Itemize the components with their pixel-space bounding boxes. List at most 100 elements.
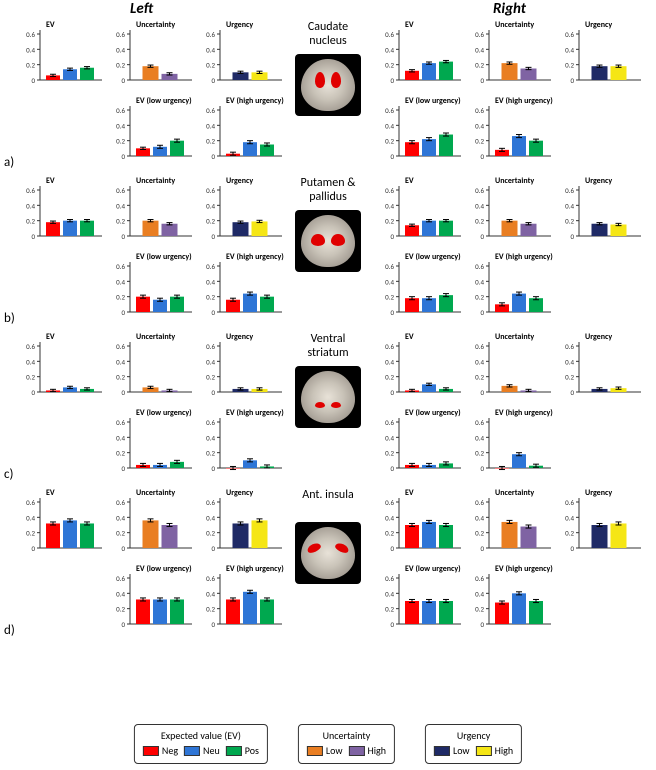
svg-text:0: 0: [480, 76, 484, 85]
svg-text:0.6: 0.6: [206, 186, 215, 195]
svg-text:0.6: 0.6: [26, 498, 35, 507]
svg-text:0: 0: [390, 388, 394, 397]
svg-text:0: 0: [121, 464, 125, 473]
legend-item: Low: [434, 744, 470, 757]
region-label: c): [4, 467, 13, 482]
svg-text:0: 0: [390, 464, 394, 473]
svg-text:0.2: 0.2: [206, 449, 215, 458]
svg-text:0.6: 0.6: [385, 30, 394, 39]
legend-item: High: [476, 744, 514, 757]
chart-panel: Uncertainty 00.20.40.6: [108, 330, 198, 406]
svg-text:0: 0: [570, 232, 574, 241]
svg-text:0.6: 0.6: [475, 30, 484, 39]
chart-panel: Urgency 00.20.40.6: [198, 330, 288, 406]
right-panels: EV 00.20.40.6 Uncertainty 00.20.40.6 Urg…: [377, 174, 652, 250]
svg-text:0: 0: [480, 620, 484, 629]
legend-urg: Urgency Low High: [425, 724, 522, 764]
svg-text:0.4: 0.4: [475, 121, 484, 130]
chart-panel: EV 00.20.40.6: [18, 330, 108, 406]
svg-text:0.2: 0.2: [475, 449, 484, 458]
svg-text:0.6: 0.6: [385, 262, 394, 271]
svg-text:0.2: 0.2: [116, 137, 125, 146]
svg-text:0.2: 0.2: [206, 373, 215, 382]
svg-text:0: 0: [121, 232, 125, 241]
svg-text:0.2: 0.2: [116, 373, 125, 382]
chart-panel: EV (low urgency) 00.20.40.6: [108, 94, 198, 170]
svg-text:0.6: 0.6: [116, 262, 125, 271]
region-name: Caudatenucleus: [278, 20, 378, 48]
svg-text:0.2: 0.2: [385, 373, 394, 382]
svg-text:0.6: 0.6: [385, 342, 394, 351]
svg-text:0.4: 0.4: [565, 513, 574, 522]
svg-text:0.4: 0.4: [475, 201, 484, 210]
chart-panel: EV (low urgency) 00.20.40.6: [377, 94, 467, 170]
svg-text:0.2: 0.2: [475, 373, 484, 382]
svg-text:0: 0: [570, 76, 574, 85]
svg-text:0.4: 0.4: [26, 513, 35, 522]
svg-text:0.2: 0.2: [385, 217, 394, 226]
svg-text:0.4: 0.4: [385, 121, 394, 130]
svg-text:0.2: 0.2: [475, 217, 484, 226]
svg-text:0.2: 0.2: [385, 293, 394, 302]
svg-text:0: 0: [480, 308, 484, 317]
svg-text:0.4: 0.4: [206, 121, 215, 130]
right-panels-row2: EV (low urgency) 00.20.40.6 EV (high urg…: [377, 94, 562, 170]
svg-text:0.6: 0.6: [206, 418, 215, 427]
region-row-b: b)Putamen &pallidus EV 00.20.40.6 Uncert…: [0, 174, 656, 334]
chart-panel: EV (low urgency) 00.20.40.6: [377, 406, 467, 482]
svg-text:0.6: 0.6: [565, 30, 574, 39]
svg-text:0.2: 0.2: [116, 217, 125, 226]
chart-panel: Urgency 00.20.40.6: [198, 174, 288, 250]
svg-text:0.2: 0.2: [475, 293, 484, 302]
left-panels-row2: EV (low urgency) 00.20.40.6 EV (high urg…: [108, 250, 293, 326]
svg-text:0.6: 0.6: [385, 418, 394, 427]
right-panels-row2: EV (low urgency) 00.20.40.6 EV (high urg…: [377, 250, 562, 326]
svg-text:0: 0: [390, 76, 394, 85]
chart-panel: Uncertainty 00.20.40.6: [467, 330, 557, 406]
svg-text:0.4: 0.4: [475, 277, 484, 286]
svg-text:0: 0: [121, 544, 125, 553]
right-panels: EV 00.20.40.6 Uncertainty 00.20.40.6 Urg…: [377, 18, 652, 94]
svg-text:0.6: 0.6: [475, 574, 484, 583]
svg-text:0: 0: [480, 152, 484, 161]
svg-text:0.2: 0.2: [116, 293, 125, 302]
brain-slice-image: [295, 54, 361, 116]
svg-text:0.6: 0.6: [475, 418, 484, 427]
svg-text:0: 0: [211, 232, 215, 241]
swatch-icon: [226, 746, 242, 756]
legend-item: Neu: [184, 744, 220, 757]
region-label: d): [4, 623, 15, 638]
chart-panel: EV (high urgency) 00.20.40.6: [198, 250, 288, 326]
svg-text:0.4: 0.4: [206, 433, 215, 442]
svg-text:0.2: 0.2: [385, 605, 394, 614]
svg-text:0.6: 0.6: [475, 342, 484, 351]
svg-text:0.4: 0.4: [385, 357, 394, 366]
swatch-icon: [184, 746, 200, 756]
svg-text:0.4: 0.4: [206, 589, 215, 598]
region-row-c: c)Ventralstriatum EV 00.20.40.6 Uncertai…: [0, 330, 656, 490]
svg-text:0.6: 0.6: [565, 342, 574, 351]
svg-text:0: 0: [570, 544, 574, 553]
svg-text:0: 0: [211, 76, 215, 85]
svg-text:0.4: 0.4: [385, 433, 394, 442]
svg-text:0.2: 0.2: [206, 217, 215, 226]
hemisphere-labels: Left Right: [0, 0, 656, 18]
svg-text:0: 0: [211, 464, 215, 473]
chart-panel: EV (high urgency) 00.20.40.6: [467, 562, 557, 638]
svg-text:0: 0: [390, 620, 394, 629]
svg-text:0.2: 0.2: [116, 529, 125, 538]
svg-text:0: 0: [121, 308, 125, 317]
svg-text:0.6: 0.6: [565, 498, 574, 507]
regions-container: a)Caudatenucleus EV 00.20.40.6 Uncertain…: [0, 18, 656, 646]
svg-text:0.6: 0.6: [206, 106, 215, 115]
chart-panel: EV (low urgency) 00.20.40.6: [108, 406, 198, 482]
svg-text:0: 0: [31, 544, 35, 553]
svg-text:0.4: 0.4: [475, 589, 484, 598]
svg-text:0: 0: [211, 388, 215, 397]
svg-text:0.2: 0.2: [26, 373, 35, 382]
left-hemisphere-label: Left: [130, 0, 153, 18]
chart-panel: Urgency 00.20.40.6: [557, 330, 647, 406]
svg-text:0.4: 0.4: [206, 201, 215, 210]
svg-text:0: 0: [480, 544, 484, 553]
left-panels-row2: EV (low urgency) 00.20.40.6 EV (high urg…: [108, 562, 293, 638]
